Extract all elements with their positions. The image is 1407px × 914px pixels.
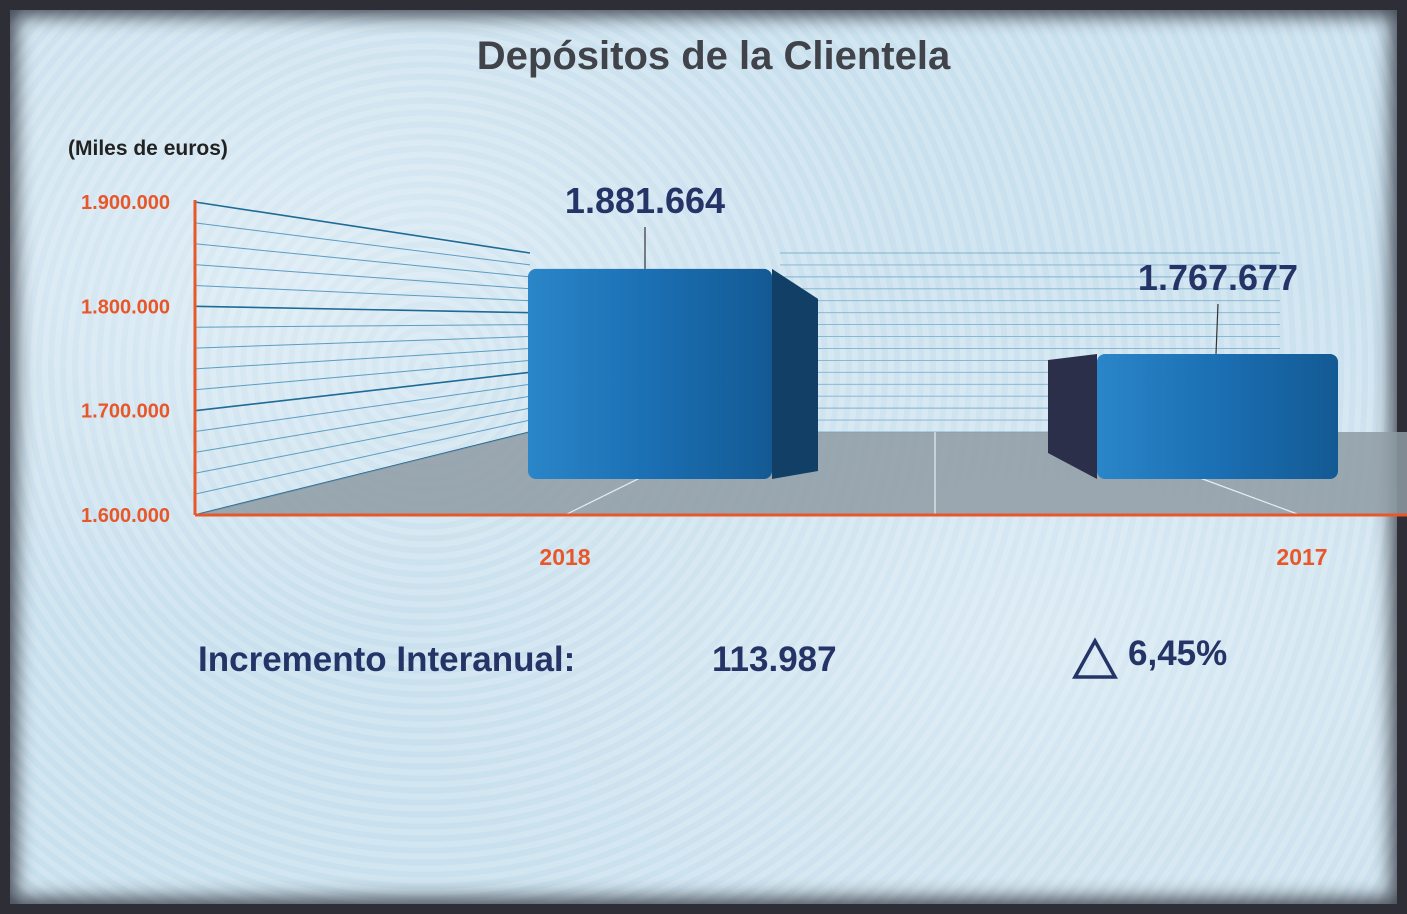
unit-label: (Miles de euros) (68, 137, 228, 160)
bars (528, 227, 1338, 479)
gridline (194, 383, 531, 433)
data-label: 1.881.664 (565, 180, 725, 221)
y-tick-label: 1.900.000 (81, 192, 170, 214)
data-label: 1.767.677 (1138, 257, 1298, 298)
increment-value: 113.987 (712, 640, 837, 679)
percent-value: 6,45% (1128, 634, 1228, 673)
gridline (194, 336, 531, 349)
y-tick-labels: 1.600.000 1.700.000 1.800.000 1.900.000 (81, 192, 170, 527)
y-tick-label: 1.600.000 (81, 505, 170, 527)
floor-lines (564, 432, 1301, 516)
bar-side (1048, 353, 1097, 479)
category-labels: 2018 2017 (539, 544, 1327, 570)
gridline (194, 324, 531, 328)
bar-front (528, 268, 772, 479)
gridline (194, 359, 531, 391)
bar (1048, 353, 1338, 479)
gridline (194, 243, 531, 278)
gridline (194, 284, 531, 302)
gridline (194, 201, 531, 254)
gridline (194, 419, 531, 495)
gridline (194, 395, 531, 453)
floor-line (1199, 477, 1301, 516)
y-tick-label: 1.800.000 (81, 296, 170, 318)
x-tick-label: 2018 (539, 544, 590, 570)
bar-side (772, 268, 818, 479)
gridline (194, 371, 531, 412)
gridline (194, 305, 531, 314)
gridline (194, 222, 531, 266)
leader-line (1215, 303, 1219, 354)
gridline (194, 347, 531, 370)
x-tick-label: 2017 (1276, 544, 1327, 570)
triangle-delta-icon (1072, 637, 1118, 679)
bar (528, 268, 818, 479)
gridline (194, 407, 531, 474)
chart-title: Depósitos de la Clientela (476, 34, 951, 78)
data-labels: 1.881.664 1.767.677 (565, 180, 1298, 298)
gridline (194, 264, 531, 290)
y-tick-label: 1.700.000 (81, 401, 170, 423)
floor-line (564, 477, 641, 516)
bar-front (1097, 353, 1338, 479)
increment-label: Incremento Interanual: (198, 640, 576, 679)
